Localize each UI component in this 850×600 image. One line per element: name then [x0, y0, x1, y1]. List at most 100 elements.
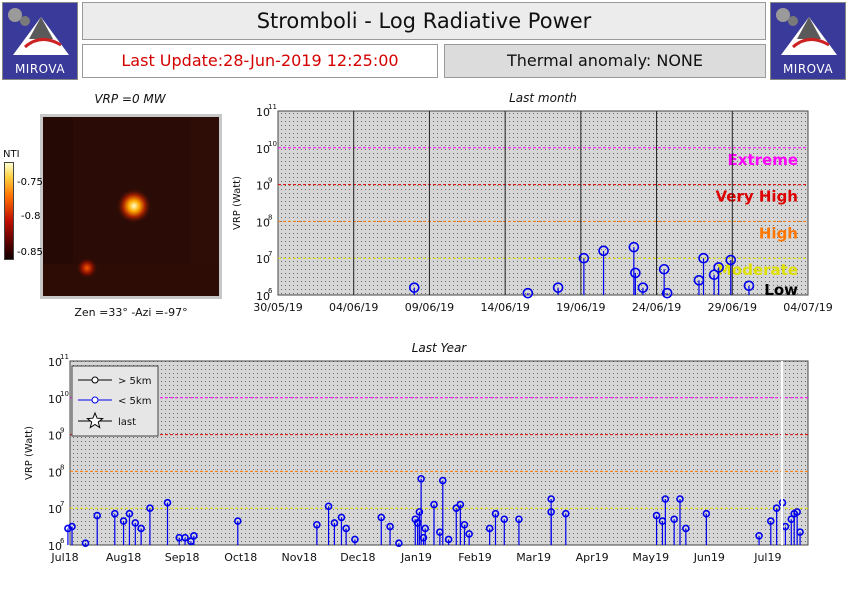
legend-label: < 5km	[118, 396, 151, 407]
y-tick-exponent: 11	[60, 353, 69, 361]
x-tick-label: 29/06/19	[708, 301, 757, 314]
data-point	[491, 509, 500, 518]
data-point	[725, 254, 737, 266]
data-point	[578, 252, 590, 264]
data-point	[444, 535, 453, 544]
thermal-image	[40, 114, 222, 299]
x-tick-label: Nov18	[282, 551, 317, 564]
logo-text: MIROVA	[782, 62, 834, 76]
x-tick-label: Mar19	[516, 551, 551, 564]
x-tick-label: Sep18	[165, 551, 200, 564]
x-tick-label: Jan19	[400, 551, 432, 564]
x-tick-label: May19	[632, 551, 669, 564]
y-tick-exponent: 8	[268, 213, 272, 221]
data-point	[658, 263, 670, 275]
threshold-label: Extreme	[728, 151, 798, 169]
legend-label: last	[118, 417, 136, 428]
y-tick-exponent: 6	[60, 537, 65, 545]
data-point	[386, 522, 394, 531]
data-point	[628, 241, 640, 253]
colorbar	[4, 162, 14, 260]
data-point	[417, 474, 425, 483]
x-tick-label: 14/06/19	[480, 301, 529, 314]
chart-title: Last Year	[412, 341, 468, 355]
y-tick-exponent: 9	[268, 177, 272, 185]
x-tick-label: 09/06/19	[405, 301, 454, 314]
legend-marker	[91, 396, 99, 404]
y-tick-exponent: 7	[60, 500, 64, 508]
y-tick-label: 10	[48, 503, 62, 516]
data-point	[547, 508, 555, 516]
x-tick-label: 04/07/19	[783, 301, 832, 314]
data-point	[515, 515, 523, 524]
data-point	[330, 519, 339, 527]
data-point	[337, 513, 346, 522]
y-tick-label: 10	[48, 430, 62, 443]
data-point	[313, 520, 321, 529]
data-point	[324, 502, 333, 511]
data-point	[676, 495, 684, 503]
data-point	[68, 522, 76, 531]
data-point	[181, 533, 189, 542]
data-point	[500, 515, 509, 524]
legend	[71, 365, 159, 437]
data-point	[682, 524, 690, 533]
thermal-anomaly-label: Thermal anomaly: NONE	[444, 44, 766, 78]
legend-marker	[91, 376, 99, 384]
data-point	[755, 531, 763, 540]
chart-title: Last month	[509, 91, 577, 105]
y-tick-exponent: 10	[60, 390, 69, 398]
x-tick-label: Aug18	[106, 551, 141, 564]
data-point	[452, 504, 461, 513]
data-point	[598, 245, 609, 257]
data-point	[438, 476, 447, 485]
legend-label: > 5km	[118, 376, 151, 387]
data-point	[421, 524, 430, 533]
data-point	[342, 524, 350, 533]
y-tick-label: 10	[48, 466, 62, 479]
y-tick-exponent: 7	[268, 250, 272, 258]
x-tick-label: 24/06/19	[632, 301, 681, 314]
x-tick-label: Apr19	[576, 551, 609, 564]
data-point	[713, 262, 724, 273]
y-tick-exponent: 8	[60, 463, 64, 471]
colorbar-tick: -0.85	[17, 247, 43, 258]
page-title: Stromboli - Log Radiative Power	[82, 2, 766, 40]
y-axis-label: VRP (Watt)	[24, 426, 35, 480]
y-tick-label: 10	[256, 143, 270, 156]
data-point	[793, 508, 801, 516]
data-point	[430, 500, 438, 509]
data-point	[661, 495, 670, 503]
colorbar-label: NTI	[3, 149, 20, 160]
y-tick-exponent: 9	[60, 427, 64, 435]
mirova-logo-left: MIROVA	[2, 2, 78, 80]
data-point	[131, 519, 140, 527]
data-point	[547, 495, 555, 503]
data-point	[190, 531, 198, 540]
y-tick-label: 10	[256, 180, 270, 193]
data-point	[456, 500, 465, 509]
x-tick-label: Jul19	[753, 551, 781, 564]
image-caption: Zen =33° -Azi =-97°	[74, 306, 188, 319]
data-point	[465, 530, 473, 538]
data-point	[351, 535, 359, 544]
y-tick-label: 10	[48, 393, 62, 406]
data-point	[377, 513, 386, 522]
threshold-label: Moderate	[717, 261, 798, 279]
data-point	[137, 524, 145, 533]
data-point	[163, 498, 172, 507]
x-tick-label: Jul18	[50, 551, 78, 564]
data-point	[766, 517, 775, 525]
y-tick-label: 10	[256, 106, 270, 119]
y-tick-label: 10	[256, 216, 270, 229]
data-point	[187, 537, 195, 546]
data-point	[630, 267, 641, 279]
plot-area	[277, 110, 809, 296]
data-point	[772, 504, 781, 513]
threshold-label: Very High	[716, 188, 798, 206]
data-point	[119, 517, 128, 525]
data-point	[146, 504, 154, 513]
y-tick-exponent: 10	[268, 140, 277, 148]
x-tick-label: 04/06/19	[329, 301, 378, 314]
